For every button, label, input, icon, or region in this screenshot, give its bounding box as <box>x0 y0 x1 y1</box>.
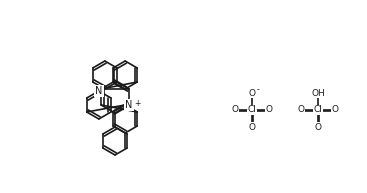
Text: N: N <box>125 100 132 110</box>
Text: Cl: Cl <box>248 106 257 114</box>
Text: N: N <box>95 86 102 96</box>
Text: O: O <box>298 106 305 114</box>
Text: O: O <box>232 106 239 114</box>
Text: O: O <box>265 106 273 114</box>
Text: O: O <box>248 123 255 131</box>
Text: Cl: Cl <box>313 106 323 114</box>
Text: O: O <box>248 89 255 97</box>
Text: +: + <box>134 100 140 108</box>
Text: -: - <box>257 85 260 95</box>
Text: O: O <box>315 123 321 131</box>
Text: OH: OH <box>311 89 325 97</box>
Text: O: O <box>331 106 338 114</box>
